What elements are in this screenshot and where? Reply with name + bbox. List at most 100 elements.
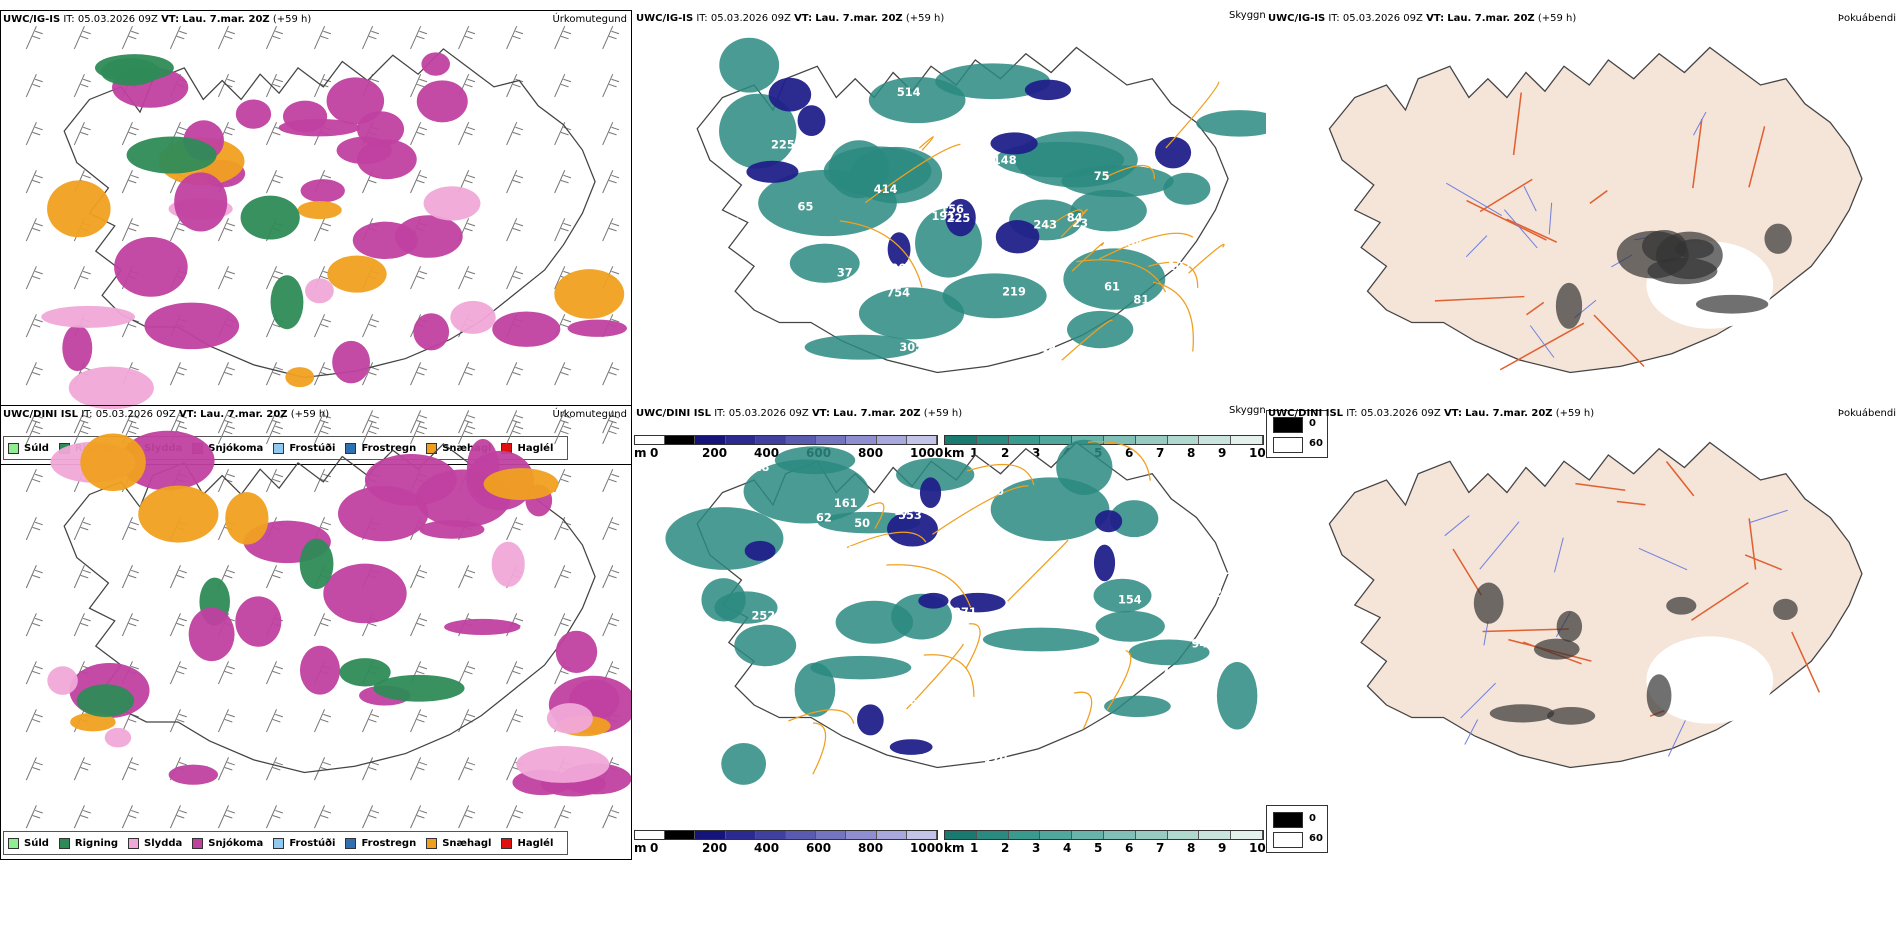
ceiling-tick: 800 <box>858 841 884 855</box>
header-vt-label: VT: <box>1443 408 1462 419</box>
visibility-tick: 3 <box>1032 446 1041 460</box>
panel-header: UWC/IG-IS IT: 05.03.2026 09Z VT: Lau. 7.… <box>636 13 944 24</box>
fog-swatch <box>1273 437 1303 453</box>
visibility-tick: 2 <box>1001 446 1010 460</box>
header-vt-label: VT: <box>178 409 197 420</box>
cloud-base-label: 231 <box>1190 695 1214 708</box>
header-lead: (+59 h) <box>1537 13 1577 24</box>
cloud-base-label: 156 <box>940 203 964 216</box>
visibility-tick: 8 <box>1187 446 1196 460</box>
legend-label: Súld <box>24 442 49 454</box>
cloud-base-label: 65 <box>798 201 814 214</box>
legend-swatch <box>426 837 438 849</box>
header-it-label: IT: <box>1346 408 1358 419</box>
cloud-base-label: 50 <box>854 517 870 530</box>
legend-item: Frostúði <box>273 442 336 454</box>
legend-label: Frostúði <box>289 837 336 849</box>
fog-value: 0 <box>1309 418 1316 429</box>
ceiling-tick: 1000 <box>910 841 944 855</box>
precip-type-panel: UWC/IG-IS IT: 05.03.2026 09Z VT: Lau. 7.… <box>0 10 632 465</box>
header-model: UWC/DINI ISL <box>636 408 712 419</box>
ceiling-unit: m <box>634 446 647 460</box>
header-it-value: 05.03.2026 09Z <box>1342 13 1423 24</box>
cloud-base-label: 37 <box>837 266 853 279</box>
cloud-base-label: 154 <box>1118 594 1142 607</box>
fog-map <box>1328 46 1863 374</box>
legend-swatch <box>426 442 438 454</box>
header-it-label: IT: <box>714 408 726 419</box>
cloud-base-label: 414 <box>874 183 898 196</box>
legend-label: Frostúði <box>289 442 336 454</box>
visibility-tick: 7 <box>1156 841 1165 855</box>
fog-value: 60 <box>1309 438 1323 449</box>
header-vt-value: Lau. 7.mar. 20Z <box>200 409 288 420</box>
cloud-base-label: 58 <box>1209 491 1225 504</box>
cloud-base-label: 219 <box>1002 286 1026 299</box>
legend-item: Frostregn <box>345 442 417 454</box>
visibility-panel: 553 252 96 231 193 161 407 520 871 189 170 97 297 218… <box>634 405 1266 860</box>
cloud-base-label: 75 <box>1094 170 1110 183</box>
legend-label: Frostregn <box>361 442 417 454</box>
cloud-base-label: 118 <box>774 769 798 782</box>
header-model: UWC/DINI ISL <box>3 409 79 420</box>
legend-item: Snjókoma <box>192 837 264 849</box>
header-vt-label: VT: <box>161 14 180 25</box>
cloud-base-label: 519 <box>996 117 1020 130</box>
cloud-base-label: 97 <box>894 505 910 518</box>
cloud-base-label: 514 <box>897 86 921 99</box>
visibility-map: 1484142259661754225814851913514818161102… <box>696 37 1266 383</box>
cloud-base-label: 297 <box>794 620 818 633</box>
cloud-base-label: 131 <box>1217 564 1241 577</box>
cloud-base-label: 81 <box>1111 647 1127 660</box>
cloud-base-label: 83 <box>840 545 856 558</box>
cloud-base-label: 67 <box>1215 608 1231 621</box>
fog-panel: UWC/DINI ISL IT: 05.03.2026 09Z VT: Lau.… <box>1266 405 1900 860</box>
header-vt-label: VT: <box>794 13 813 24</box>
ceiling-tick: 600 <box>806 841 832 855</box>
fog-swatch <box>1273 812 1303 828</box>
cloud-base-label: 23 <box>1072 217 1088 230</box>
visibility-tick: 9 <box>1218 446 1227 460</box>
fog-panel: UWC/IG-IS IT: 05.03.2026 09Z VT: Lau. 7.… <box>1266 10 1900 465</box>
ceiling-colorbar <box>634 435 938 445</box>
header-it-label: IT: <box>63 14 75 25</box>
cloud-base-label: 61 <box>1104 281 1120 294</box>
ceiling-tick: 400 <box>754 446 780 460</box>
legend-label: Snjókoma <box>208 837 264 849</box>
ceiling-tick: 200 <box>702 841 728 855</box>
visibility-tick: 6 <box>1125 841 1134 855</box>
cloud-base-label: 88 <box>756 335 772 348</box>
header-model: UWC/IG-IS <box>636 13 694 24</box>
legend-item: Snæhagl <box>426 442 491 454</box>
cloud-base-label: 84 <box>1067 212 1083 225</box>
header-vt-value: Lau. 7.mar. 20Z <box>815 13 903 24</box>
visibility-tick: 9 <box>1218 841 1227 855</box>
header-lead: (+59 h) <box>290 409 330 420</box>
header-lead: (+59 h) <box>905 13 945 24</box>
cloud-base-label: 105 <box>1150 743 1174 756</box>
cloud-base-label: 94 <box>753 259 769 272</box>
field-title: Úrkomutegund <box>552 409 627 420</box>
fog-value: 0 <box>1309 813 1316 824</box>
precip-map <box>25 25 627 434</box>
visibility-colorbar <box>944 830 1264 840</box>
legend-label: Frostregn <box>361 837 417 849</box>
visibility-tick: 4 <box>1063 841 1072 855</box>
legend-swatch <box>345 442 357 454</box>
panel-header: UWC/IG-IS IT: 05.03.2026 09Z VT: Lau. 7.… <box>3 14 311 25</box>
header-vt-label: VT: <box>1426 13 1445 24</box>
visibility-tick: 2 <box>1001 841 1010 855</box>
visibility-unit: km <box>944 841 965 855</box>
cloud-base-label: 161 <box>834 497 858 510</box>
header-lead: (+59 h) <box>923 408 963 419</box>
header-vt-value: Lau. 7.mar. 20Z <box>182 14 270 25</box>
cloud-base-label: 218 <box>746 461 770 474</box>
cloud-base-label: 48 <box>1051 571 1067 584</box>
legend-item: Snæhagl <box>426 837 491 849</box>
panel-header: UWC/DINI ISL IT: 05.03.2026 09Z VT: Lau.… <box>1268 408 1594 419</box>
cloud-base-label: 61 <box>1167 215 1183 228</box>
ceiling-tick: 0 <box>650 446 659 460</box>
visibility-tick: 10 <box>1249 446 1266 460</box>
cloud-base-label: 189 <box>1068 546 1092 559</box>
cloud-base-label: 110 <box>1203 370 1227 383</box>
